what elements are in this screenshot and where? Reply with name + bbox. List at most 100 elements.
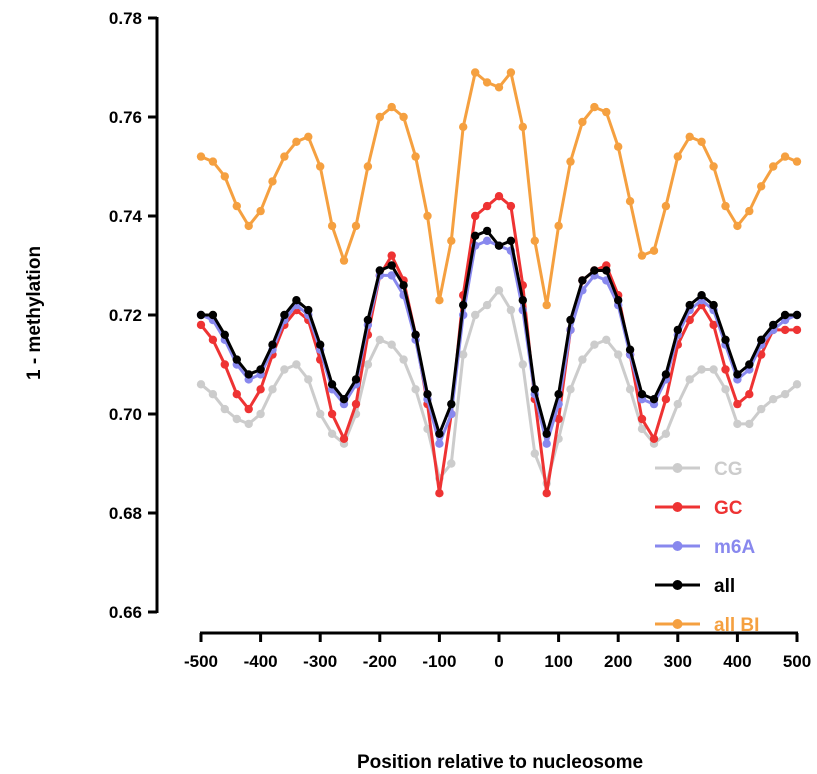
data-point-all-bi [363,162,373,171]
data-point-gc [471,211,480,221]
data-point-all [590,266,599,275]
series-all [196,226,802,438]
data-point-all-bi [196,152,206,161]
data-point-all-bi [757,182,766,191]
data-point-all-bi [411,152,420,161]
legend-swatch-marker [672,619,683,629]
legend-item-all: all [655,576,735,597]
data-point-cg [625,385,635,394]
data-point-all [435,429,444,438]
data-point-all-bi [280,152,289,161]
data-point-all-bi [745,206,754,216]
data-point-all-bi [554,221,563,231]
data-point-all-bi [423,211,432,221]
data-point-all [769,320,778,330]
data-point-all-bi [375,112,384,122]
data-point-cg [780,390,790,399]
data-point-all [661,370,671,379]
data-point-all-bi [387,102,396,112]
data-point-all [363,315,373,325]
data-point-cg [673,399,682,409]
data-point-all-bi [316,162,325,171]
data-point-all [411,330,420,339]
data-point-cg [757,404,766,414]
data-point-gc [208,335,218,344]
data-point-cg [733,419,742,429]
x-tick-label: 100 [544,652,572,671]
data-point-cg [769,395,778,404]
data-point-cg [268,385,277,394]
data-point-all [244,370,253,379]
data-point-all [625,345,635,354]
data-point-all-bi [721,201,730,211]
data-point-cg [363,360,373,369]
data-point-cg [482,300,492,310]
data-point-m6a [435,439,444,448]
data-point-all-bi [399,112,408,122]
data-point-gc [637,414,647,424]
data-point-all-bi [304,132,313,141]
data-point-all-bi [780,152,790,161]
data-point-cg [292,360,301,369]
data-point-all [745,360,754,369]
x-tick-label: -100 [422,652,456,671]
data-point-gc [792,325,802,335]
legend-label: all [714,576,735,597]
data-point-cg [721,385,730,394]
data-point-all [709,300,718,310]
data-point-cg [411,385,420,394]
data-point-gc [232,390,241,399]
data-point-cg [614,350,623,359]
data-point-all-bi [232,201,241,211]
data-point-m6a [542,439,551,448]
data-point-gc [244,404,253,414]
legend-swatch-marker [672,541,683,551]
axes [155,17,798,635]
data-point-all-bi [709,162,718,171]
x-tick-label: 500 [783,652,811,671]
x-tick-label: 300 [664,652,692,671]
data-point-gc [709,320,718,330]
data-point-cg [459,350,468,359]
data-point-all-bi [578,117,587,127]
data-point-all [780,310,790,320]
y-axis-ticks: 0.66 0.68 0.70 0.72 0.74 0.76 0.78 [109,9,157,622]
data-point-cg [590,340,599,349]
data-point-all-bi [339,256,349,265]
data-point-gc [721,365,730,374]
data-point-all-bi [769,162,778,171]
data-point-cg [220,404,229,414]
data-point-cg [637,424,647,434]
series-line-m6a [200,239,798,446]
data-point-gc [327,409,337,419]
data-point-gc [649,434,659,443]
data-point-all-bi [518,122,527,132]
data-point-cg [578,355,587,364]
data-point-all-bi [697,137,706,146]
data-point-all-bi [244,221,253,231]
data-point-all-bi [530,236,539,245]
data-point-all-bi [685,132,694,141]
x-axis-ticks: -500 -400 -300 -200 -100 0 100 200 300 400 500 [184,633,811,671]
data-point-all [316,340,325,349]
data-point-cg [208,390,218,399]
series-line-gc [199,194,797,495]
data-point-cg [327,429,337,438]
data-point-gc [661,395,671,404]
data-point-all-bi [482,78,492,87]
data-point-all [351,375,361,384]
data-point-all [375,266,384,275]
data-point-all [685,300,694,310]
y-axis-title: 1 - methylation [24,246,45,380]
data-point-cg [316,409,325,419]
data-point-gc [351,399,361,409]
y-tick-label: 0.66 [109,603,142,622]
data-point-all-bi [542,300,551,310]
data-point-m6a [482,236,492,245]
data-point-all [471,231,480,240]
data-point-cg [471,310,480,320]
y-tick-label: 0.72 [109,306,142,325]
data-point-gc [435,489,444,498]
data-point-cg [530,449,539,458]
data-point-all [232,355,241,364]
